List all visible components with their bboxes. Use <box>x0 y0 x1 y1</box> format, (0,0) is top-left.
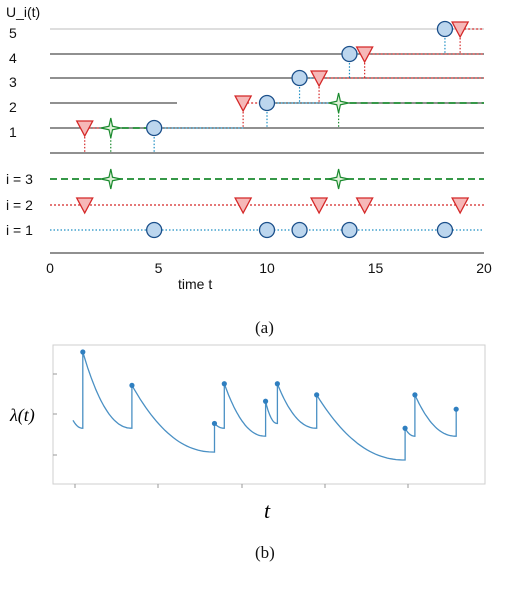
event-marker-i2-3 <box>355 197 374 215</box>
panel-a-label: (a) <box>255 318 274 337</box>
utility-marker-i1-1 <box>258 94 276 112</box>
x-tick-label-1: 5 <box>155 260 163 276</box>
level-tick-label-2: 3 <box>9 74 17 90</box>
event-point-4 <box>262 398 269 404</box>
row-labels: i = 3 i = 2 i = 1 <box>6 171 33 238</box>
event-point-5 <box>274 381 280 387</box>
axis-ticks <box>53 373 409 488</box>
utility-marker-i1-4 <box>436 20 454 38</box>
event-markers <box>75 20 470 239</box>
event-point-0 <box>80 349 86 355</box>
level-tick-label-0: 1 <box>9 124 17 140</box>
event-marker-i3-1 <box>328 168 349 190</box>
utility-marker-i3-1 <box>328 92 349 114</box>
event-drop-lines <box>84 38 461 153</box>
row-label-0: i = 3 <box>6 171 33 187</box>
x-axis: 0 5 10 15 20 <box>46 252 492 276</box>
event-marker-i1-0 <box>146 221 163 239</box>
level-tick-label-3: 4 <box>9 50 17 66</box>
x-tick-label-4: 20 <box>476 260 492 276</box>
event-point-3 <box>221 381 227 387</box>
y-axis-label: λ(t) <box>9 405 35 426</box>
utility-marker-i1-0 <box>146 119 163 137</box>
level-tick-label-4: 5 <box>9 25 17 41</box>
panel-b-label: (b) <box>255 543 275 562</box>
event-point-8 <box>412 392 418 398</box>
x-tick-label-3: 15 <box>368 260 384 276</box>
panel-a-chart: 0 5 10 15 20 1 2 3 4 5 i = 3 i = 2 i = 1 U_i(t) ti… <box>6 4 492 292</box>
event-marker-i2-2 <box>309 197 329 215</box>
utility-marker-i2-2 <box>309 70 329 88</box>
event-marker-i1-3 <box>341 221 358 239</box>
event-marker-i1-2 <box>291 221 308 239</box>
x-tick-label-0: 0 <box>46 260 54 276</box>
level-grid-lines <box>50 28 484 154</box>
event-marker-i2-1 <box>234 197 253 215</box>
plot-frame <box>52 344 486 485</box>
x-axis-label: time t <box>178 276 212 292</box>
x-tick-label-2: 10 <box>259 260 275 276</box>
event-point-6 <box>314 392 320 398</box>
event-marker-i2-4 <box>451 197 470 215</box>
event-marker-i3-0 <box>100 168 121 190</box>
utility-marker-i1-3 <box>341 45 358 63</box>
event-points <box>80 349 459 431</box>
row-label-2: i = 1 <box>6 222 33 238</box>
event-point-2 <box>211 420 218 427</box>
x-axis-label: t <box>264 498 271 523</box>
event-marker-i1-1 <box>258 221 276 239</box>
intensity-curve <box>72 351 457 461</box>
y-axis-label: U_i(t) <box>6 4 40 20</box>
event-point-7 <box>402 425 408 431</box>
event-point-9 <box>453 406 459 412</box>
utility-marker-i1-2 <box>291 69 308 87</box>
event-point-1 <box>129 382 135 388</box>
utility-marker-i2-3 <box>355 46 374 64</box>
utility-marker-i2-4 <box>451 21 470 39</box>
row-label-1: i = 2 <box>6 197 33 213</box>
utility-marker-i2-0 <box>75 120 94 138</box>
utility-marker-i3-0 <box>100 117 121 139</box>
utility-marker-i2-1 <box>234 95 253 113</box>
event-marker-i2-0 <box>75 197 94 215</box>
event-marker-i1-4 <box>436 221 454 239</box>
level-tick-label-1: 2 <box>9 99 17 115</box>
level-tick-labels: 1 2 3 4 5 <box>9 25 17 140</box>
